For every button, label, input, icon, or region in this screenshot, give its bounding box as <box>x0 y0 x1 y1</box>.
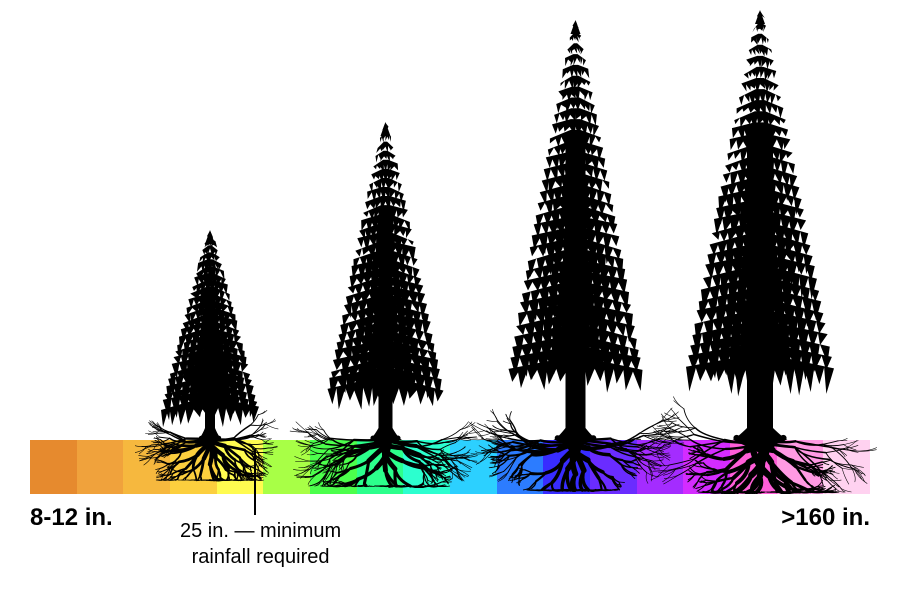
callout-tick <box>254 449 256 515</box>
scale-swatch-8 <box>403 440 450 494</box>
scale-swatch-9 <box>450 440 497 494</box>
rainfall-color-scale <box>30 440 870 494</box>
tree-1 <box>288 122 483 488</box>
tree-layer <box>30 0 870 600</box>
scale-swatch-5 <box>263 440 310 494</box>
scale-swatch-16 <box>777 440 824 494</box>
scale-swatch-7 <box>357 440 404 494</box>
callout-text: 25 in. — minimum rainfall required <box>180 518 341 570</box>
scale-swatch-2 <box>123 440 170 494</box>
tree-2 <box>463 20 688 492</box>
scale-swatch-15 <box>730 440 777 494</box>
scale-swatch-14 <box>683 440 730 494</box>
infographic-canvas: 8-12 in. >160 in. 25 in. — minimum rainf… <box>0 0 900 600</box>
scale-swatch-11 <box>543 440 590 494</box>
scale-swatch-12 <box>590 440 637 494</box>
scale-swatch-1 <box>77 440 124 494</box>
scale-swatch-0 <box>30 440 77 494</box>
scale-swatch-6 <box>310 440 357 494</box>
scale-swatch-3 <box>170 440 217 494</box>
scale-label-max: >160 in. <box>781 504 870 532</box>
scale-swatch-4 <box>217 440 264 494</box>
scale-label-min: 8-12 in. <box>30 504 113 532</box>
scale-swatch-17 <box>823 440 870 494</box>
scale-swatch-13 <box>637 440 684 494</box>
tree-3 <box>640 10 880 494</box>
scale-swatch-10 <box>497 440 544 494</box>
